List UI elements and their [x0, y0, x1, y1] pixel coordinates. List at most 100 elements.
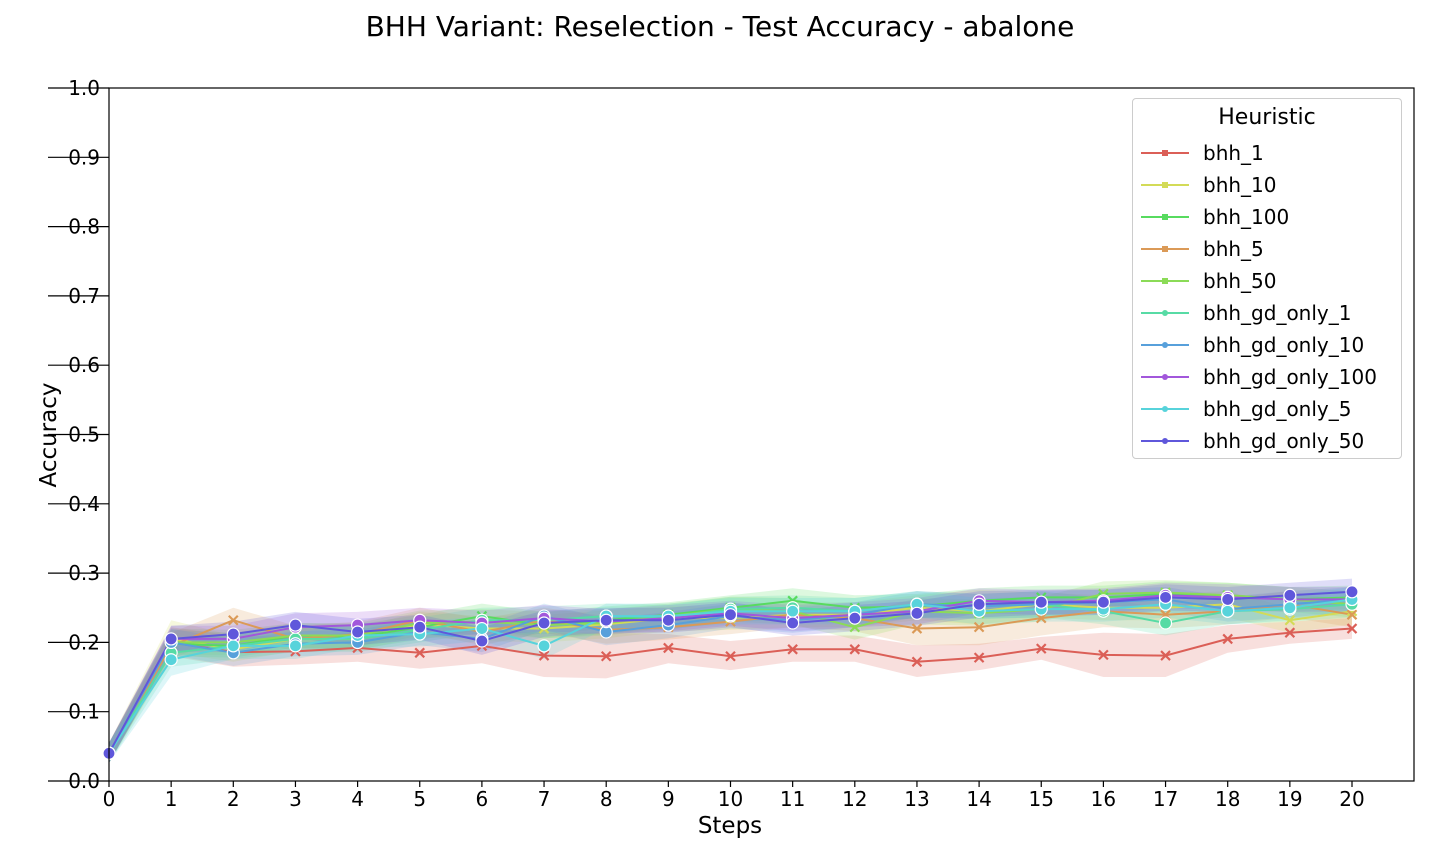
point-bhh_gd_only_5-1 [164, 653, 178, 667]
y-tick-label: 0.8 [68, 215, 100, 239]
legend-label: bhh_gd_only_1 [1203, 301, 1352, 325]
point-bhh_gd_only_50-14 [972, 597, 986, 611]
point-bhh_1-12 [849, 644, 861, 655]
point-bhh_gd_only_50-12 [848, 611, 862, 625]
point-bhh_gd_only_50-7 [537, 616, 551, 630]
legend-label: bhh_gd_only_5 [1203, 397, 1352, 421]
point-bhh_gd_only_50-17 [1158, 590, 1173, 604]
y-tick-label: 0.2 [68, 630, 100, 654]
point-bhh_gd_only_1-17 [1158, 616, 1173, 630]
band-bhh_5 [109, 591, 1352, 763]
point-bhh_gd_only_5-2 [226, 639, 240, 653]
point-bhh_1-13 [911, 656, 923, 668]
legend-title: Heuristic [1218, 105, 1316, 130]
legend-label: bhh_1 [1203, 141, 1264, 165]
x-tick-label: 0 [103, 787, 116, 811]
x-tick-label: 16 [1091, 787, 1116, 811]
point-bhh_1-9 [663, 642, 674, 654]
y-tick-label: 0.9 [68, 145, 100, 169]
point-bhh_1-10 [725, 650, 736, 662]
point-bhh_5-14 [973, 621, 985, 633]
legend-swatch-bhh_1 [1141, 150, 1189, 156]
point-bhh_gd_only_50-4 [351, 625, 365, 639]
point-bhh_gd_only_50-8 [599, 613, 613, 627]
point-bhh_gd_only_50-6 [475, 634, 489, 648]
legend-swatch-bhh_gd_only_10 [1141, 342, 1189, 348]
legend-label: bhh_5 [1203, 237, 1264, 261]
x-tick-label: 12 [842, 787, 867, 811]
legend-swatch-bhh_50 [1141, 278, 1189, 284]
axes: 0.00.10.20.30.40.50.60.70.80.91.00 1 2 3 4 5 6… [48, 76, 1415, 811]
point-bhh_1-5 [414, 647, 426, 659]
point-bhh_10-19 [1284, 614, 1296, 626]
point-bhh_5-20 [1346, 609, 1358, 620]
x-tick-label: 10 [718, 787, 743, 811]
point-bhh_1-19 [1284, 627, 1296, 638]
point-bhh_gd_only_50-2 [226, 627, 240, 641]
point-bhh_gd_only_5-18 [1221, 604, 1235, 618]
y-tick-label: 1.0 [68, 76, 100, 100]
point-bhh_gd_only_50-3 [288, 618, 303, 632]
point-bhh_5-15 [1035, 612, 1047, 624]
legend-label: bhh_gd_only_100 [1203, 365, 1377, 389]
legend-label: bhh_50 [1203, 269, 1277, 293]
point-bhh_gd_only_5-11 [786, 604, 800, 618]
point-bhh_gd_only_50-18 [1221, 592, 1235, 607]
point-bhh_gd_only_50-19 [1283, 588, 1297, 602]
x-tick-label: 17 [1153, 787, 1178, 811]
point-bhh_gd_only_5-19 [1283, 601, 1297, 615]
x-tick-label: 13 [904, 787, 929, 811]
point-bhh_1-15 [1035, 643, 1047, 654]
chart-legend: Heuristic bhh_1 bhh_10 bhh_100 bhh_5 bhh_50 b… [1132, 98, 1402, 459]
legend-swatch-bhh_gd_only_1 [1141, 310, 1189, 316]
point-bhh_1-17 [1160, 650, 1171, 661]
y-tick-label: 0.5 [68, 423, 100, 447]
point-bhh_1-18 [1222, 633, 1233, 645]
x-tick-label: 1 [165, 787, 178, 811]
x-tick-label: 3 [289, 787, 302, 811]
x-axis-label: Steps [698, 813, 762, 839]
point-bhh_gd_only_50-16 [1096, 595, 1111, 609]
x-tick-label: 15 [1029, 787, 1054, 811]
y-tick-label: 0.3 [68, 561, 100, 585]
legend-swatch-bhh_gd_only_5 [1141, 406, 1189, 412]
legend-label: bhh_gd_only_10 [1203, 333, 1365, 357]
point-bhh_1-16 [1098, 649, 1109, 661]
point-bhh_5-2 [228, 614, 239, 626]
point-bhh_gd_only_50-10 [723, 608, 738, 622]
x-tick-label: 4 [351, 787, 364, 811]
legend-swatch-bhh_5 [1141, 246, 1189, 252]
chart-title: BHH Variant: Reselection - Test Accuracy… [365, 10, 1075, 43]
x-tick-label: 20 [1339, 787, 1364, 811]
point-bhh_gd_only_50-9 [661, 613, 675, 627]
point-bhh_1-14 [973, 652, 985, 663]
point-bhh_gd_only_5-6 [475, 621, 489, 636]
x-tick-label: 19 [1277, 787, 1302, 811]
y-tick-label: 0.0 [68, 769, 100, 793]
point-bhh_gd_only_5-3 [288, 639, 303, 653]
point-bhh_gd_only_50-15 [1034, 595, 1048, 609]
legend-label: bhh_gd_only_50 [1203, 429, 1365, 453]
y-tick-label: 0.6 [68, 353, 100, 377]
y-tick-label: 0.7 [68, 284, 100, 308]
y-tick-label: 0.1 [68, 700, 100, 724]
legend-label: bhh_100 [1203, 205, 1290, 229]
x-tick-label: 9 [662, 787, 675, 811]
point-bhh_50-12 [849, 621, 861, 633]
point-bhh_gd_only_5-7 [537, 639, 551, 653]
point-bhh_gd_only_50-1 [164, 632, 178, 646]
x-tick-label: 14 [966, 787, 991, 811]
point-bhh_gd_only_50-11 [786, 616, 800, 630]
legend-swatch-bhh_gd_only_50 [1141, 438, 1189, 444]
y-axis-label: Accuracy [36, 382, 62, 487]
x-tick-label: 5 [413, 787, 426, 811]
legend-swatch-bhh_100 [1141, 214, 1189, 220]
legend-swatch-bhh_10 [1141, 182, 1189, 188]
series-markers [102, 585, 1359, 760]
point-bhh_1-8 [600, 650, 612, 662]
point-bhh_gd_only_50-13 [910, 606, 924, 620]
x-tick-label: 18 [1215, 787, 1240, 811]
point-bhh_gd_only_50-5 [413, 620, 427, 634]
point-bhh_gd_only_50-20 [1345, 585, 1359, 599]
